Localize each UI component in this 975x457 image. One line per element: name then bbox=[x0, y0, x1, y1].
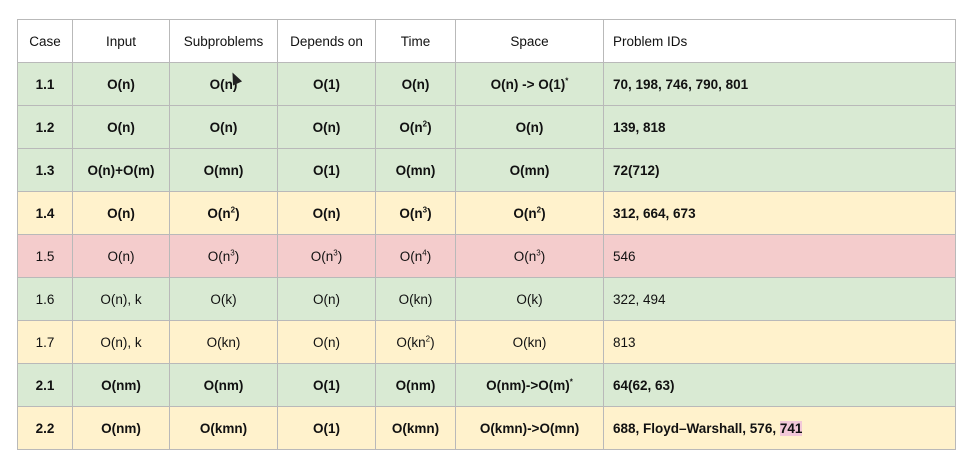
complexity-table: Case Input Subproblems Depends on Time S… bbox=[17, 19, 956, 450]
cell-depends-on: O(n) bbox=[277, 277, 376, 321]
cell-space: O(nm)->O(m)* bbox=[455, 363, 604, 407]
cell-problem-ids: 546 bbox=[603, 234, 956, 278]
superscript: * bbox=[569, 377, 573, 386]
cell-case: 2.1 bbox=[17, 363, 73, 407]
cell-time: O(kmn) bbox=[375, 406, 456, 450]
cell-case: 2.2 bbox=[17, 406, 73, 450]
table-row: 1.4 O(n) O(n2) O(n) O(n3) O(n2) 312, 664, 673 bbox=[17, 191, 956, 235]
header-case: Case bbox=[17, 19, 73, 63]
cell-subproblems: O(n3) bbox=[169, 234, 278, 278]
superscript: * bbox=[565, 76, 569, 85]
table-row: 1.7 O(n), k O(kn) O(n) O(kn2) O(kn) 813 bbox=[17, 320, 956, 364]
cell-time: O(n2) bbox=[375, 105, 456, 149]
cell-space: O(kmn)->O(mn) bbox=[455, 406, 604, 450]
cell-subproblems: O(n) bbox=[169, 105, 278, 149]
table-row: 2.2 O(nm) O(kmn) O(1) O(kmn) O(kmn)->O(mn) 688… bbox=[17, 406, 956, 450]
cell-space: O(n3) bbox=[455, 234, 604, 278]
cell-space: O(n) -> O(1)* bbox=[455, 62, 604, 106]
cell-subproblems: O(mn) bbox=[169, 148, 278, 192]
table-row: 2.1 O(nm) O(nm) O(1) O(nm) O(nm)->O(m)* 64(62,… bbox=[17, 363, 956, 407]
cell-subproblems: O(kmn) bbox=[169, 406, 278, 450]
cell-problem-ids: 70, 198, 746, 790, 801 bbox=[603, 62, 956, 106]
highlighted-id: 741 bbox=[779, 420, 803, 436]
cell-case: 1.1 bbox=[17, 62, 73, 106]
cell-problem-ids: 312, 664, 673 bbox=[603, 191, 956, 235]
cell-input: O(nm) bbox=[72, 363, 170, 407]
cell-time: O(n3) bbox=[375, 191, 456, 235]
cell-depends-on: O(1) bbox=[277, 363, 376, 407]
superscript: 3 bbox=[230, 248, 235, 257]
cell-subproblems: O(kn) bbox=[169, 320, 278, 364]
cell-time: O(n4) bbox=[375, 234, 456, 278]
superscript: 2 bbox=[230, 205, 236, 214]
table-row: 1.1 O(n) O(n) O(1) O(n) O(n) -> O(1)* 70, 198,… bbox=[17, 62, 956, 106]
table-row: 1.2 O(n) O(n) O(n) O(n2) O(n) 139, 818 bbox=[17, 105, 956, 149]
cell-case: 1.4 bbox=[17, 191, 73, 235]
cell-problem-ids: 64(62, 63) bbox=[603, 363, 956, 407]
header-input: Input bbox=[72, 19, 170, 63]
header-space: Space bbox=[455, 19, 604, 63]
superscript: 3 bbox=[333, 248, 338, 257]
cell-space: O(n) bbox=[455, 105, 604, 149]
cell-problem-ids: 139, 818 bbox=[603, 105, 956, 149]
cell-depends-on: O(n) bbox=[277, 191, 376, 235]
cell-time: O(mn) bbox=[375, 148, 456, 192]
cell-problem-ids: 688, Floyd–Warshall, 576, 741 bbox=[603, 406, 956, 450]
cell-time: O(kn2) bbox=[375, 320, 456, 364]
header-problem-ids: Problem IDs bbox=[603, 19, 956, 63]
cell-input: O(n) bbox=[72, 234, 170, 278]
cell-space: O(kn) bbox=[455, 320, 604, 364]
cell-depends-on: O(1) bbox=[277, 406, 376, 450]
header-row: Case Input Subproblems Depends on Time S… bbox=[17, 19, 956, 63]
header-subproblems: Subproblems bbox=[169, 19, 278, 63]
cell-depends-on: O(1) bbox=[277, 148, 376, 192]
cell-case: 1.7 bbox=[17, 320, 73, 364]
cell-input: O(n), k bbox=[72, 277, 170, 321]
cell-space: O(mn) bbox=[455, 148, 604, 192]
cell-depends-on: O(n) bbox=[277, 320, 376, 364]
cell-input: O(n) bbox=[72, 191, 170, 235]
cell-input: O(nm) bbox=[72, 406, 170, 450]
cell-case: 1.3 bbox=[17, 148, 73, 192]
cell-subproblems: O(k) bbox=[169, 277, 278, 321]
superscript: 2 bbox=[425, 334, 431, 343]
cell-depends-on: O(n3) bbox=[277, 234, 376, 278]
cell-input: O(n) bbox=[72, 105, 170, 149]
cell-case: 1.5 bbox=[17, 234, 73, 278]
cell-time: O(nm) bbox=[375, 363, 456, 407]
cell-subproblems: O(n) bbox=[169, 62, 278, 106]
cell-space: O(k) bbox=[455, 277, 604, 321]
header-time: Time bbox=[375, 19, 456, 63]
cell-problem-ids: 72(712) bbox=[603, 148, 956, 192]
cell-input: O(n)+O(m) bbox=[72, 148, 170, 192]
table-row: 1.3 O(n)+O(m) O(mn) O(1) O(mn) O(mn) 72(712) bbox=[17, 148, 956, 192]
cell-problem-ids: 813 bbox=[603, 320, 956, 364]
table-row: 1.6 O(n), k O(k) O(n) O(kn) O(k) 322, 494 bbox=[17, 277, 956, 321]
cell-subproblems: O(nm) bbox=[169, 363, 278, 407]
cell-depends-on: O(1) bbox=[277, 62, 376, 106]
cell-depends-on: O(n) bbox=[277, 105, 376, 149]
cell-case: 1.2 bbox=[17, 105, 73, 149]
table-row: 1.5 O(n) O(n3) O(n3) O(n4) O(n3) 546 bbox=[17, 234, 956, 278]
superscript: 4 bbox=[422, 248, 427, 257]
cell-case: 1.6 bbox=[17, 277, 73, 321]
header-depends-on: Depends on bbox=[277, 19, 376, 63]
superscript: 3 bbox=[536, 248, 541, 257]
superscript: 2 bbox=[536, 205, 542, 214]
cell-space: O(n2) bbox=[455, 191, 604, 235]
cell-time: O(kn) bbox=[375, 277, 456, 321]
cell-input: O(n), k bbox=[72, 320, 170, 364]
cell-time: O(n) bbox=[375, 62, 456, 106]
cell-problem-ids: 322, 494 bbox=[603, 277, 956, 321]
superscript: 3 bbox=[422, 205, 428, 214]
superscript: 2 bbox=[422, 119, 428, 128]
cell-input: O(n) bbox=[72, 62, 170, 106]
cell-subproblems: O(n2) bbox=[169, 191, 278, 235]
